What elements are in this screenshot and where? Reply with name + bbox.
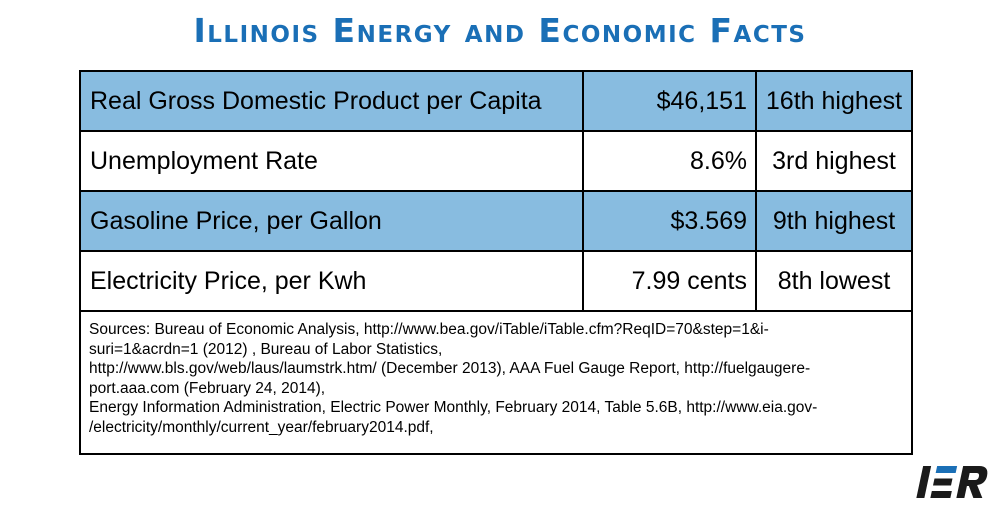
row-label: Electricity Price, per Kwh — [81, 252, 584, 310]
row-label: Gasoline Price, per Gallon — [81, 192, 584, 250]
table-row: Unemployment Rate 8.6% 3rd highest — [81, 132, 911, 192]
table-row: Gasoline Price, per Gallon $3.569 9th hi… — [81, 192, 911, 252]
row-value: 7.99 cents — [584, 252, 757, 310]
row-label: Unemployment Rate — [81, 132, 584, 190]
row-rank: 8th lowest — [777, 267, 891, 295]
table-row: Electricity Price, per Kwh 7.99 cents 8t… — [81, 252, 911, 312]
row-value: $46,151 — [584, 72, 757, 130]
row-value: $3.569 — [584, 192, 757, 250]
ier-logo — [916, 466, 988, 498]
sources-line: suri=1&acrdn=1 (2012) , Bureau of Labor … — [89, 340, 443, 358]
row-value: 8.6% — [584, 132, 757, 190]
sources-line: port.aaa.com (February 24, 2014), — [89, 379, 326, 397]
row-rank: 9th highest — [772, 207, 896, 235]
table-row: Real Gross Domestic Product per Capita $… — [81, 72, 911, 132]
row-rank: 16th highest — [765, 87, 903, 115]
sources-line: /electricity/monthly/current_year/februa… — [89, 418, 434, 436]
sources-line: Energy Information Administration, Elect… — [89, 399, 818, 416]
row-label: Real Gross Domestic Product per Capita — [81, 72, 584, 130]
facts-table: Real Gross Domestic Product per Capita $… — [79, 70, 913, 455]
sources-note: Sources: Bureau of Economic Analysis, ht… — [89, 320, 904, 437]
row-rank: 3rd highest — [772, 147, 896, 175]
sources-line: Sources: Bureau of Economic Analysis, ht… — [89, 321, 769, 338]
page-title: Illinois Energy and Economic Facts — [193, 11, 807, 50]
sources-line: http://www.bls.gov/web/laus/laumstrk.htm… — [89, 360, 811, 377]
